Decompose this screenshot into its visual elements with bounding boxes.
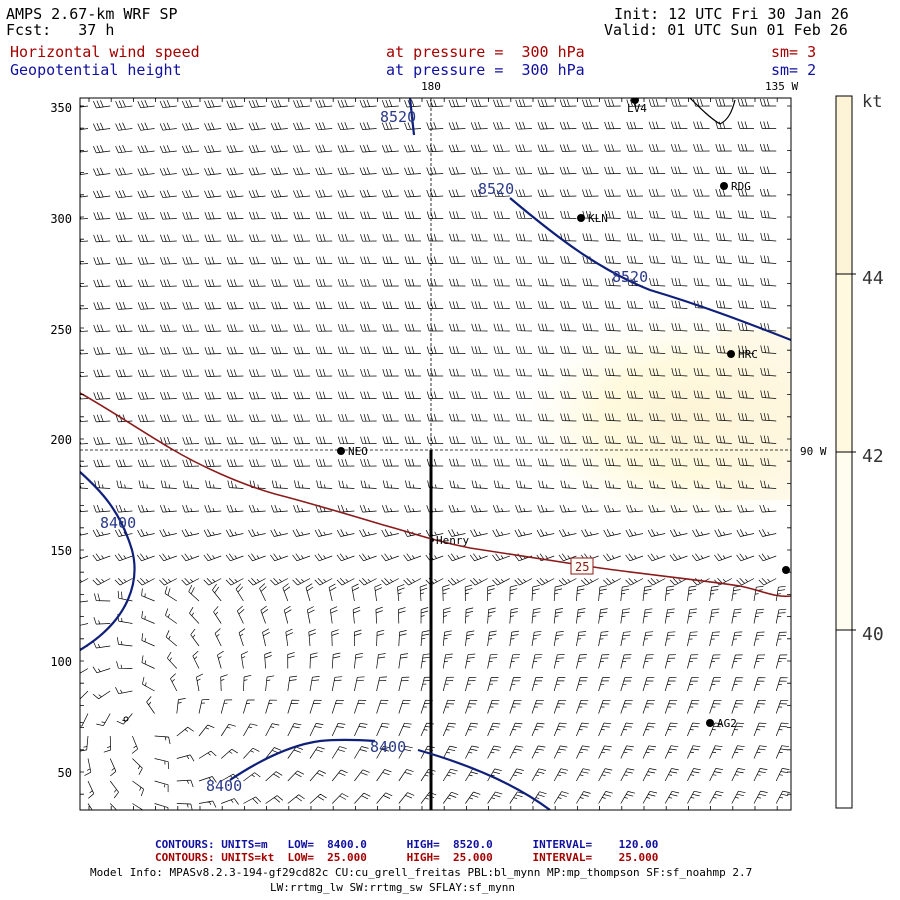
colorbar-tick-label: 42 xyxy=(862,446,884,467)
station-label-hrc: HRC xyxy=(738,348,758,361)
station-marker-kln xyxy=(577,214,585,222)
colorbar-segment-44 xyxy=(836,96,852,274)
field2-name: Geopotential height xyxy=(10,61,182,79)
y-tick-label: 250 xyxy=(50,323,72,337)
station-marker-lv4 xyxy=(631,98,639,104)
wind-barbs xyxy=(80,98,790,810)
calm-circle xyxy=(123,716,129,722)
field1-smoothing: sm= 3 xyxy=(771,43,817,61)
colorbar-segment-low xyxy=(836,630,852,808)
contour-label-8400-a: 8400 xyxy=(100,514,136,532)
station-label-ag2: AG2 xyxy=(717,717,737,730)
station-label-kln: KLN xyxy=(588,212,608,225)
meridian-label-90w: 90 W xyxy=(800,445,827,458)
station-label-lv4: LV4 xyxy=(627,102,647,115)
station-marker-ag2 xyxy=(706,719,714,727)
colorbar-segment-40 xyxy=(836,452,852,630)
plot-area: 8520 8520 8520 8400 8400 8400 25 NEO KLN… xyxy=(80,98,791,810)
station-label-neo: NEO xyxy=(348,445,368,458)
y-tick-label: 300 xyxy=(50,212,72,226)
station-marker-henry xyxy=(430,538,434,542)
wind-contour-label: 25 xyxy=(575,560,589,574)
colorbar-tick-label: 44 xyxy=(862,268,884,289)
axis-ticks xyxy=(80,98,791,810)
wind-speed-shading xyxy=(520,310,791,530)
station-label-henry: Henry xyxy=(436,534,469,547)
colorbar: kt 44 42 40 xyxy=(835,92,884,809)
wind-barb-field xyxy=(80,98,790,810)
field2-level: at pressure = 300 hPa xyxy=(386,61,585,79)
contour-info-wind: CONTOURS: UNITS=kt LOW= 25.000 HIGH= 25.… xyxy=(155,851,659,864)
y-tick-label: 350 xyxy=(50,101,72,115)
valid-time: Valid: 01 UTC Sun 01 Feb 26 xyxy=(604,21,848,39)
contour-label-8520-b: 8520 xyxy=(478,180,514,198)
wind-contour-25 xyxy=(80,392,791,598)
axis-tick-marks xyxy=(80,98,791,810)
coastline xyxy=(689,98,736,125)
y-tick-label: 150 xyxy=(50,544,72,558)
y-tick-label: 100 xyxy=(50,655,72,669)
station-marker-hrc xyxy=(727,350,735,358)
station-marker-neo xyxy=(337,447,345,455)
y-tick-label: 200 xyxy=(50,433,72,447)
wind-contour-label-box xyxy=(570,557,594,575)
meridian-label-135w: 135 W xyxy=(765,80,798,93)
field1-name: Horizontal wind speed xyxy=(10,43,200,61)
station-label-rdg: RDG xyxy=(731,180,751,193)
model-physics: LW:rrtmg_lw SW:rrtmg_sw SFLAY:sf_mynn xyxy=(270,881,516,894)
contour-label-8400-c: 8400 xyxy=(206,777,242,795)
colorbar-segment-42 xyxy=(836,274,852,452)
height-contour-8520-a xyxy=(408,98,416,136)
contour-label-8520-a: 8520 xyxy=(380,108,416,126)
y-axis: 50 100 150 200 250 300 350 xyxy=(50,101,72,780)
station-marker-edge xyxy=(782,566,790,574)
stations: NEO KLN RDG HRC AG2 Henry LV4 xyxy=(123,98,790,730)
model-info: Model Info: MPASv8.2.3-194-gf29cd82c CU:… xyxy=(90,866,753,879)
station-marker-rdg xyxy=(720,182,728,190)
colorbar-tick-label: 40 xyxy=(862,624,884,645)
colorbar-unit: kt xyxy=(862,92,882,112)
field2-smoothing: sm= 2 xyxy=(771,61,817,79)
plot-title: AMPS 2.67-km WRF SP xyxy=(6,5,178,23)
init-time: Init: 12 UTC Fri 30 Jan 26 xyxy=(614,5,849,23)
field1-level: at pressure = 300 hPa xyxy=(386,43,585,61)
height-contour-8520-b xyxy=(509,197,791,342)
y-tick-label: 50 xyxy=(58,766,72,780)
plot-frame xyxy=(79,97,792,811)
height-contour-8400-a xyxy=(80,471,136,651)
meridian-label-180: 180 xyxy=(421,80,441,93)
height-contour-8400-c xyxy=(417,748,551,810)
contour-label-8400-b: 8400 xyxy=(370,738,406,756)
contour-label-8520-c: 8520 xyxy=(612,268,648,286)
wind-speed-shading-edge xyxy=(720,330,791,500)
contour-info-height: CONTOURS: UNITS=m LOW= 8400.0 HIGH= 8520… xyxy=(155,838,659,851)
wind-map: 8520 8520 8520 8400 8400 8400 25 NEO KLN… xyxy=(50,80,884,811)
forecast-hour: Fcst: 37 h xyxy=(6,21,115,39)
height-contour-8400-b xyxy=(229,738,376,781)
